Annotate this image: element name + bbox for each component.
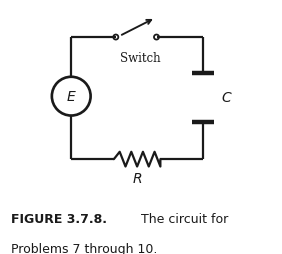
Text: $C$: $C$ — [221, 91, 233, 105]
Text: The circuit for: The circuit for — [125, 212, 229, 225]
Text: Switch: Switch — [120, 51, 160, 64]
Text: $E$: $E$ — [66, 90, 77, 104]
Text: $R$: $R$ — [132, 171, 142, 185]
Text: Problems 7 through 10.: Problems 7 through 10. — [11, 242, 158, 254]
Text: FIGURE 3.7.8.: FIGURE 3.7.8. — [11, 212, 107, 225]
Text: FIGURE 3.7.8.    The circuit for
Problems 7 through 10.: FIGURE 3.7.8. The circuit for Problems 7… — [11, 212, 201, 240]
